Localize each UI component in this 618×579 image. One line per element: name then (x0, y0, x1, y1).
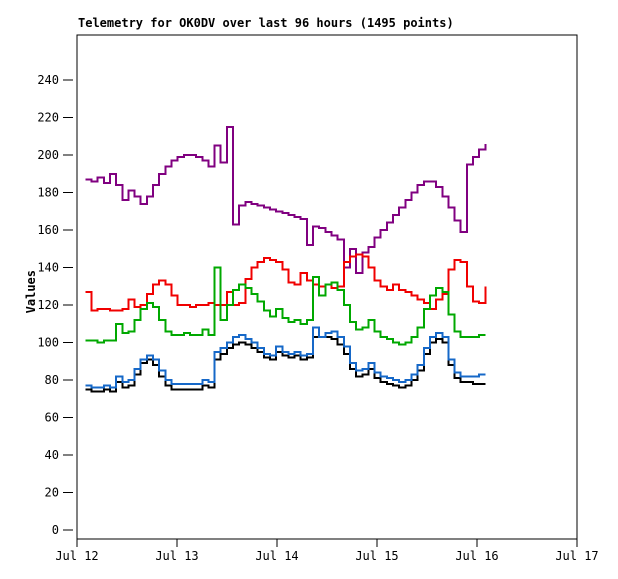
series-red-line (85, 253, 487, 312)
series-purple-line (85, 125, 487, 275)
series-black-line (85, 335, 486, 393)
y-tick-label: 0 (52, 523, 59, 537)
series-blue-line (85, 326, 486, 389)
y-axis-label: Values (24, 270, 38, 314)
y-tick-label: 80 (45, 373, 59, 387)
x-tick-label: Jul 12 (55, 549, 98, 563)
y-tick-label: 160 (37, 223, 59, 237)
series-green-line (85, 266, 486, 346)
y-tick-label: 140 (37, 261, 59, 275)
x-tick-label: Jul 15 (355, 549, 398, 563)
x-tick-label: Jul 16 (455, 549, 498, 563)
y-tick-label: 40 (45, 448, 59, 462)
y-tick-label: 180 (37, 186, 59, 200)
x-tick-label: Jul 14 (255, 549, 298, 563)
y-tick-label: 60 (45, 411, 59, 425)
x-tick-label: Jul 13 (155, 549, 198, 563)
y-tick-label: 20 (45, 486, 59, 500)
y-tick-label: 200 (37, 148, 59, 162)
y-tick-label: 120 (37, 298, 59, 312)
plot-border (76, 34, 578, 540)
y-tick-label: 100 (37, 336, 59, 350)
y-tick-label: 220 (37, 111, 59, 125)
chart-title: Telemetry for OK0DV over last 96 hours (… (78, 16, 454, 30)
x-tick-label: Jul 17 (555, 549, 598, 563)
y-tick-label: 240 (37, 73, 59, 87)
